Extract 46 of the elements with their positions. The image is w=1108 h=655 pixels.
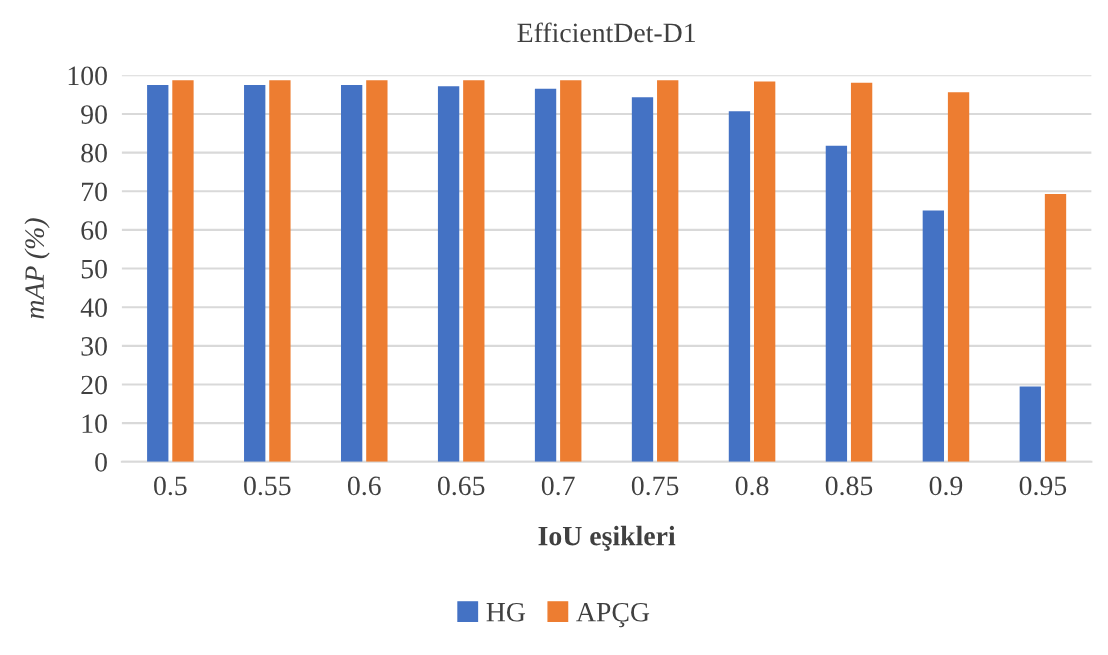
bar	[922, 210, 945, 462]
legend-label: APÇG	[576, 602, 650, 628]
bar	[269, 80, 291, 462]
y-tick-label: 0	[95, 452, 107, 472]
y-tick-label: 50	[81, 259, 107, 279]
x-tick-label: 0.5	[154, 476, 187, 496]
x-axis-title: IoU eşikleri	[538, 525, 676, 551]
x-tick-label: 0.7	[541, 476, 575, 496]
bar	[437, 86, 460, 462]
x-tick-label: 0.75	[631, 476, 679, 496]
bar	[244, 84, 266, 462]
bar	[1019, 386, 1041, 462]
bar	[560, 80, 582, 462]
y-tick-label: 90	[81, 105, 107, 124]
bar	[657, 80, 679, 462]
x-tick-label: 0.6	[347, 476, 381, 496]
bar	[172, 80, 194, 462]
bar	[340, 84, 363, 462]
y-axis-title: mAP (%)	[24, 218, 50, 319]
bar	[947, 92, 970, 462]
bar	[1044, 193, 1067, 462]
y-tick-label: 20	[81, 375, 107, 395]
bar	[753, 81, 776, 462]
x-tick-label: 0.8	[735, 476, 769, 496]
y-tick-label: 30	[81, 337, 107, 356]
bar	[463, 80, 485, 462]
chart-title: EfficientDet-D1	[517, 22, 695, 43]
y-tick-label: 70	[82, 182, 107, 202]
y-tick-label: 100	[68, 66, 107, 86]
bar	[825, 145, 848, 462]
bar	[366, 80, 388, 462]
x-tick-label: 0.55	[244, 476, 291, 496]
y-tick-label: 60	[81, 221, 107, 240]
y-tick-label: 40	[80, 298, 107, 318]
y-tick-label: 80	[81, 143, 107, 163]
x-tick-label: 0.65	[437, 476, 485, 496]
bar	[631, 97, 654, 462]
x-tick-label: 0.95	[1019, 476, 1067, 496]
bar	[534, 88, 557, 462]
bar	[147, 84, 169, 462]
bar	[728, 111, 751, 462]
x-tick-label: 0.9	[929, 476, 963, 496]
legend-label: HG	[486, 602, 526, 622]
y-tick-label: 10	[82, 414, 107, 434]
bar	[850, 82, 873, 462]
x-tick-label: 0.85	[825, 476, 873, 496]
